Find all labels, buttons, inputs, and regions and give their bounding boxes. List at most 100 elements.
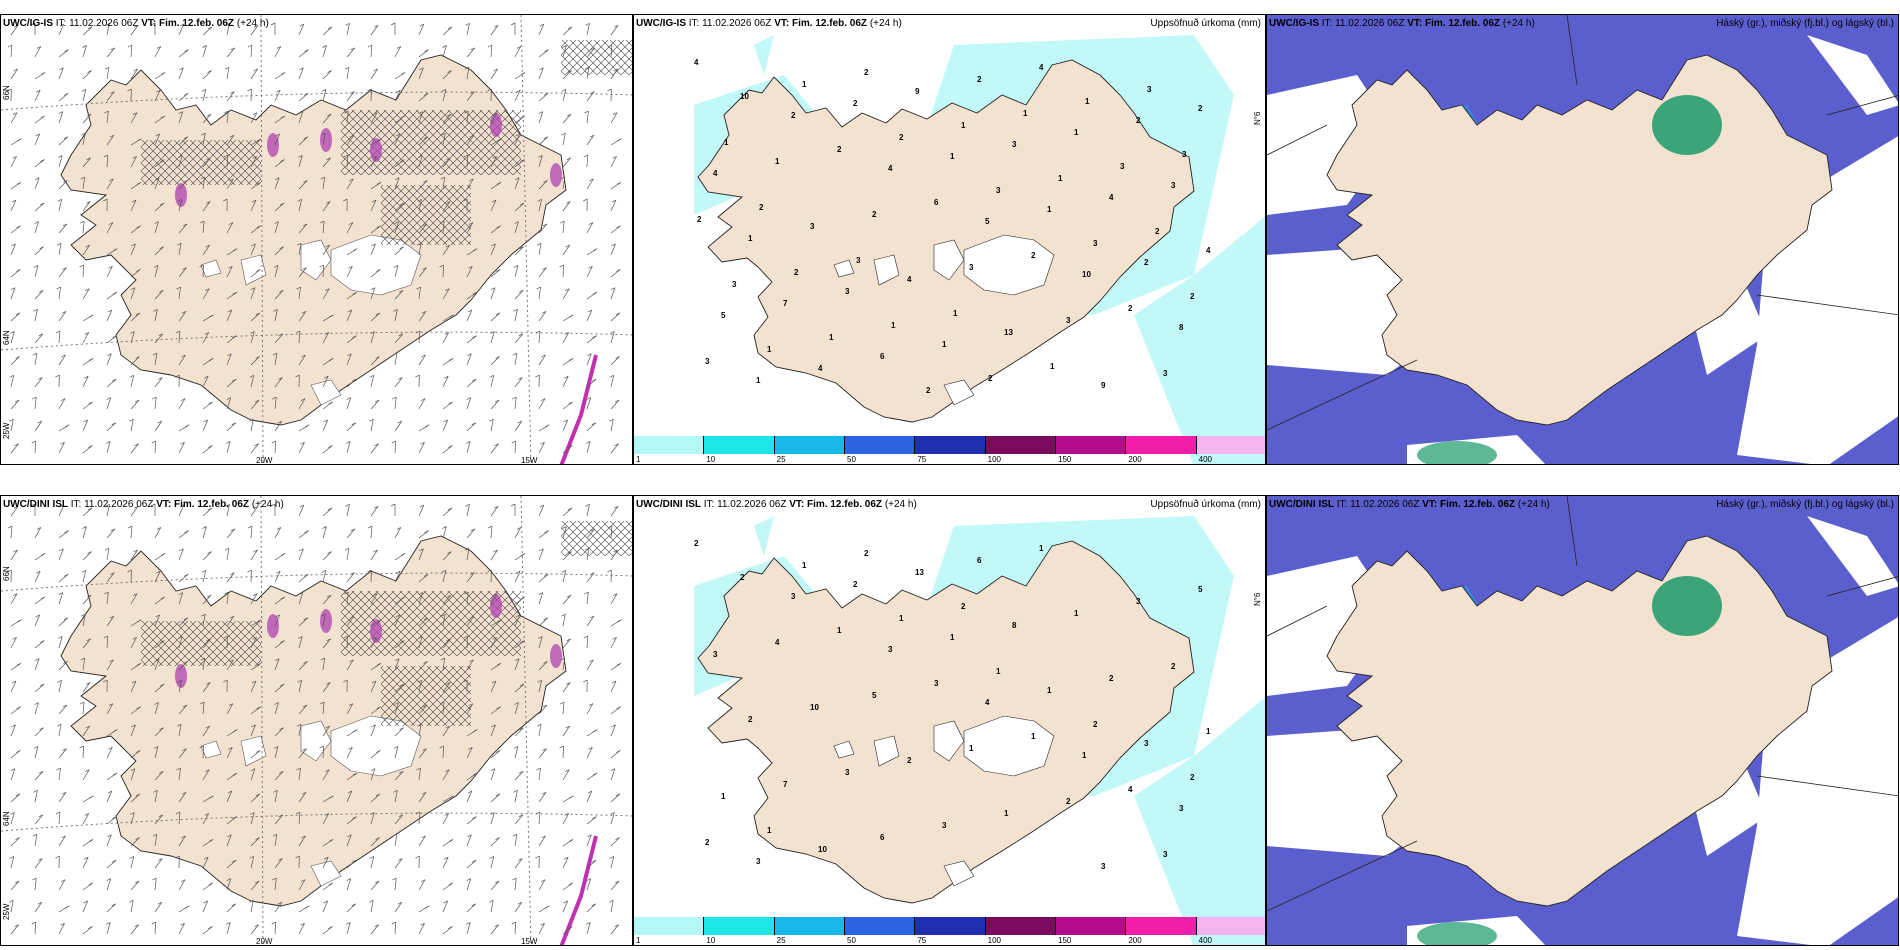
colorbar-tick: 400 <box>1198 455 1213 464</box>
precip-value: 2 <box>864 549 869 558</box>
precip-value: 3 <box>1144 739 1149 748</box>
glacier <box>963 234 1055 296</box>
precip-value: 1 <box>775 157 780 166</box>
colorbar-swatch <box>985 917 1056 935</box>
precip-value: 1 <box>1074 128 1079 137</box>
precip-value: 1 <box>969 744 974 753</box>
precip-value: 3 <box>713 650 718 659</box>
wind-panel: 66N 64N 25W 20W 15W UWC/IG-IS IT: 11.02.2026 … <box>0 14 633 465</box>
precip-value: 2 <box>853 99 858 108</box>
lon-line <box>260 496 264 945</box>
projection-line <box>1756 775 1898 797</box>
precip-value: 7 <box>783 780 788 789</box>
high-cloud <box>1652 95 1722 155</box>
precip-value: 5 <box>1198 585 1203 594</box>
precip-value: 4 <box>1039 63 1044 72</box>
precip-value: 3 <box>888 645 893 654</box>
precip-value: 2 <box>907 756 912 765</box>
precip-value: 1 <box>1047 686 1052 695</box>
precip-value: 10 <box>810 703 819 712</box>
precip-value: 2 <box>1198 104 1203 113</box>
precip-value: 4 <box>1206 246 1211 255</box>
panel-header: UWC/IG-IS IT: 11.02.2026 06Z VT: Fim. 12… <box>636 17 902 31</box>
init-time: IT: 11.02.2026 06Z <box>1319 18 1408 29</box>
precip-value: 1 <box>724 138 729 147</box>
lon-label: 20W <box>256 937 273 946</box>
precip-hatch <box>381 185 471 245</box>
glacier <box>240 254 267 286</box>
projection-line <box>1267 605 1328 637</box>
precip-value: 2 <box>1171 662 1176 671</box>
precip-value: 3 <box>1171 181 1176 190</box>
glacier <box>943 860 975 887</box>
projection-line <box>1826 95 1898 116</box>
glacier <box>310 860 342 887</box>
precip-value: 3 <box>1120 162 1125 171</box>
lead-time: (+24 h) <box>869 18 902 29</box>
colorbar-tick: 1 <box>636 936 641 945</box>
precip-core <box>320 609 332 633</box>
lat-line <box>1 331 632 351</box>
lon-label: 25W <box>2 422 11 439</box>
precip-core <box>490 113 502 137</box>
panel-header: UWC/IG-IS IT: 11.02.2026 06Z VT: Fim. 12… <box>3 17 269 31</box>
precip-value: 4 <box>1128 785 1133 794</box>
projection-line <box>1267 359 1418 431</box>
valid-time: Fim. 12.feb. 06Z <box>792 18 870 29</box>
colorbar-tick: 10 <box>706 455 716 464</box>
precip-value: 3 <box>1066 316 1071 325</box>
precip-value: 2 <box>791 111 796 120</box>
lead-time: (+24 h) <box>1517 499 1550 510</box>
precip-value: 1 <box>1206 727 1211 736</box>
projection-line <box>1566 15 1578 86</box>
precip-value: 2 <box>977 75 982 84</box>
model-name: UWC/IG-IS <box>636 18 686 29</box>
precip-value: 2 <box>748 715 753 724</box>
precip-value: 2 <box>1066 797 1071 806</box>
model-name: UWC/DINI ISL <box>3 499 68 510</box>
projection-line <box>1267 124 1328 156</box>
precip-value: 2 <box>872 210 877 219</box>
precip-value: 10 <box>1082 270 1091 279</box>
precip-value: 4 <box>907 275 912 284</box>
precip-value: 1 <box>721 792 726 801</box>
colorbar-tick: 75 <box>917 455 927 464</box>
precip-hatch <box>381 666 471 726</box>
precip-core <box>320 128 332 152</box>
precip-value: 1 <box>837 626 842 635</box>
colorbar-swatch <box>845 917 916 935</box>
precip-value: 3 <box>934 679 939 688</box>
precip-value: 3 <box>705 357 710 366</box>
model-name: UWC/IG-IS <box>1269 18 1319 29</box>
precip-value: 1 <box>1031 732 1036 741</box>
edge-label: N°6 <box>1253 111 1262 125</box>
precip-value: 2 <box>899 133 904 142</box>
glacier <box>833 259 855 278</box>
colorbar-tick: 200 <box>1128 936 1142 945</box>
precip-value: 3 <box>856 256 861 265</box>
precip-value: 1 <box>1058 174 1063 183</box>
precip-value: 1 <box>767 826 772 835</box>
precip-value: 3 <box>791 592 796 601</box>
precip-value: 3 <box>1093 239 1098 248</box>
colorbar-tick: 400 <box>1198 936 1213 945</box>
glacier <box>873 254 900 286</box>
lat-line <box>1 91 632 111</box>
colorbar-tick: 150 <box>1058 455 1072 464</box>
precip-value: 10 <box>818 845 827 854</box>
colorbar-swatch <box>845 436 916 454</box>
lat-line <box>1 812 632 832</box>
lead-time: (+24 h) <box>884 499 917 510</box>
clear-sky <box>1807 516 1898 596</box>
colorbar-tick: 10 <box>706 936 716 945</box>
precip-value: 4 <box>1109 193 1114 202</box>
colorbar-swatch <box>1196 917 1265 935</box>
colorbar-tick: 100 <box>987 455 1002 464</box>
lat-label: 66N <box>2 566 11 581</box>
high-cloud <box>1652 576 1722 636</box>
precip-area <box>1134 216 1265 464</box>
model-name: UWC/IG-IS <box>3 18 53 29</box>
lead-time: (+24 h) <box>1502 18 1535 29</box>
precip-value: 1 <box>996 667 1001 676</box>
init-time: IT: 11.02.2026 06Z <box>1334 499 1423 510</box>
